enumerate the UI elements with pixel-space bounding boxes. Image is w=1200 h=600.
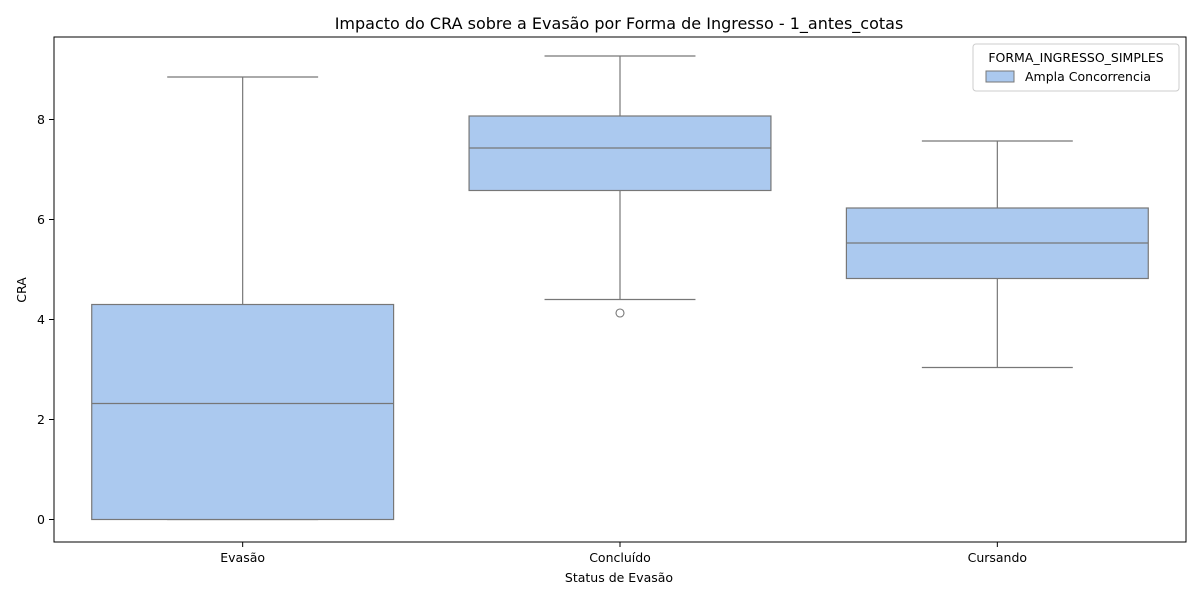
y-axis-label: CRA <box>14 277 29 303</box>
chart-title: Impacto do CRA sobre a Evasão por Forma … <box>335 14 904 34</box>
outlier-point <box>615 308 625 318</box>
legend: FORMA_INGRESSO_SIMPLES Ampla Concorrenci… <box>972 43 1180 92</box>
interquartile-box <box>91 303 395 521</box>
y-tick-label: 0 <box>37 512 45 527</box>
x-tick-label: Concluído <box>589 550 651 565</box>
x-tick-label: Cursando <box>968 550 1027 565</box>
legend-swatch <box>985 70 1015 83</box>
legend-frame <box>972 43 1180 92</box>
plot-area <box>91 55 1149 521</box>
x-axis: Evasão Concluído Cursando <box>220 542 1027 565</box>
legend-entry: Ampla Concorrencia <box>1025 69 1151 84</box>
x-tick-label: Evasão <box>220 550 265 565</box>
x-axis-label: Status de Evasão <box>565 570 673 585</box>
y-axis: 0 2 4 6 8 <box>37 112 54 527</box>
box-group-3 <box>845 140 1149 369</box>
y-tick-label: 6 <box>37 212 45 227</box>
legend-title: FORMA_INGRESSO_SIMPLES <box>988 50 1163 65</box>
box-group-1 <box>91 76 395 521</box>
y-tick-label: 2 <box>37 412 45 427</box>
interquartile-box <box>468 115 772 192</box>
y-tick-label: 4 <box>37 312 45 327</box>
y-tick-label: 8 <box>37 112 45 127</box>
box-group-2 <box>468 55 772 318</box>
